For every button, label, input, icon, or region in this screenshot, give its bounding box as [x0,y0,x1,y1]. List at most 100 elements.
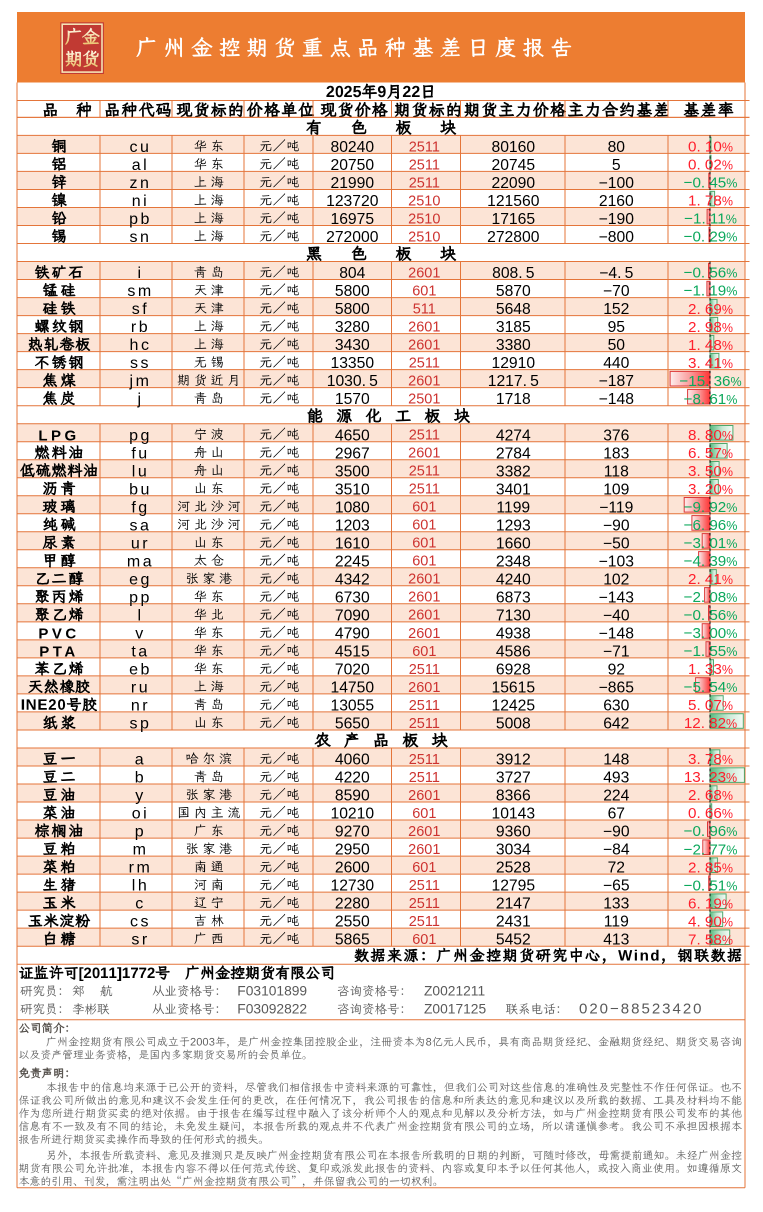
svg-text:5648: 5648 [496,301,531,318]
svg-text:2. 85%: 2. 85% [688,859,733,876]
svg-text:12. 82%: 12. 82% [684,715,737,732]
svg-text:−9. 92%: −9. 92% [684,499,738,516]
svg-text:601: 601 [412,554,436,570]
svg-text:440: 440 [603,355,629,372]
svg-text:72: 72 [608,860,625,877]
svg-text:804: 804 [339,265,365,282]
svg-text:12910: 12910 [491,355,535,372]
svg-text:67: 67 [608,806,625,823]
svg-text:21990: 21990 [330,175,374,192]
svg-text:5008: 5008 [496,716,531,733]
svg-text:6928: 6928 [496,662,531,679]
svg-text:−6. 96%: −6. 96% [684,517,738,534]
svg-text:0. 66%: 0. 66% [688,805,733,822]
svg-text:10143: 10143 [491,806,535,823]
svg-text:6730: 6730 [335,589,370,606]
svg-text:3382: 3382 [496,463,531,480]
svg-text:2511: 2511 [409,157,440,173]
svg-text:17165: 17165 [491,211,535,228]
svg-text:−2. 77%: −2. 77% [684,841,738,858]
svg-text:020−88523420: 020−88523420 [579,1000,704,1017]
svg-text:4586: 4586 [496,644,531,661]
svg-text:9360: 9360 [496,824,531,841]
svg-text:−2. 08%: −2. 08% [684,589,738,606]
svg-text:−0. 29%: −0. 29% [684,229,738,246]
svg-text:−65: −65 [603,878,630,895]
svg-text:−119: −119 [599,499,633,516]
svg-text:2601: 2601 [408,788,440,804]
svg-text:601: 601 [412,518,436,534]
svg-text:−148: −148 [599,391,635,408]
svg-text:2511: 2511 [409,878,440,894]
svg-text:c: c [135,896,146,913]
svg-text:0. 02%: 0. 02% [688,157,733,174]
svg-text:20750: 20750 [330,157,374,174]
svg-text:148: 148 [603,752,629,769]
svg-text:PVC: PVC [38,626,79,643]
svg-text:413: 413 [603,932,629,949]
svg-text:2967: 2967 [335,445,370,462]
svg-text:−100: −100 [599,175,635,192]
svg-text:−1. 55%: −1. 55% [684,643,738,660]
svg-text:2511: 2511 [409,698,440,714]
svg-text:4342: 4342 [335,571,370,588]
svg-text:4060: 4060 [335,752,370,769]
svg-text:1610: 1610 [335,535,370,552]
svg-text:PTA: PTA [39,644,78,661]
svg-text:2511: 2511 [409,752,440,768]
svg-text:3500: 3500 [335,463,370,480]
svg-text:16975: 16975 [330,211,374,228]
svg-text:ur: ur [131,535,150,552]
svg-text:2431: 2431 [496,914,531,931]
svg-text:−40: −40 [603,607,630,624]
svg-text:8590: 8590 [335,788,370,805]
svg-text:2510: 2510 [408,211,440,227]
svg-text:ma: ma [127,553,154,570]
svg-text:sr: sr [131,932,149,949]
svg-text:F03101899: F03101899 [237,983,307,998]
svg-text:2600: 2600 [335,860,370,877]
svg-text:2245: 2245 [335,553,370,570]
svg-text:50: 50 [608,337,626,354]
svg-text:2280: 2280 [335,896,370,913]
svg-text:sm: sm [127,283,153,300]
svg-text:fu: fu [131,445,149,462]
svg-text:12425: 12425 [491,698,535,715]
svg-text:3034: 3034 [496,842,531,859]
svg-text:b: b [135,770,146,787]
svg-text:−865: −865 [599,680,635,697]
svg-text:224: 224 [603,788,629,805]
svg-text:ta: ta [131,644,149,661]
svg-text:1. 33%: 1. 33% [688,661,733,678]
svg-text:2510: 2510 [408,193,440,209]
svg-text:3430: 3430 [335,337,370,354]
svg-text:601: 601 [412,932,436,948]
svg-text:−187: −187 [599,373,634,390]
svg-text:ru: ru [131,680,150,697]
svg-text:−0. 45%: −0. 45% [684,175,738,192]
svg-text:2601: 2601 [408,265,440,281]
svg-text:1660: 1660 [496,535,531,552]
svg-text:m: m [133,842,149,859]
svg-text:3. 41%: 3. 41% [688,355,733,372]
svg-text:80240: 80240 [330,139,374,156]
svg-text:22090: 22090 [491,175,535,192]
svg-text:183: 183 [603,445,629,462]
svg-text:2510: 2510 [408,229,440,245]
svg-text:2601: 2601 [408,680,440,696]
svg-text:4938: 4938 [496,626,531,643]
svg-text:8366: 8366 [496,788,531,805]
svg-text:j: j [136,391,143,408]
svg-text:sa: sa [130,517,152,534]
svg-text:p: p [135,824,146,841]
svg-text:3727: 3727 [496,770,531,787]
svg-text:92: 92 [608,662,625,679]
svg-text:3510: 3510 [335,481,370,498]
svg-text:5800: 5800 [335,301,370,318]
svg-text:2. 98%: 2. 98% [688,319,733,336]
svg-text:−0. 56%: −0. 56% [684,607,738,624]
svg-text:v: v [135,626,146,643]
svg-text:20745: 20745 [491,157,535,174]
svg-text:118: 118 [604,463,629,480]
svg-text:601: 601 [412,536,436,552]
